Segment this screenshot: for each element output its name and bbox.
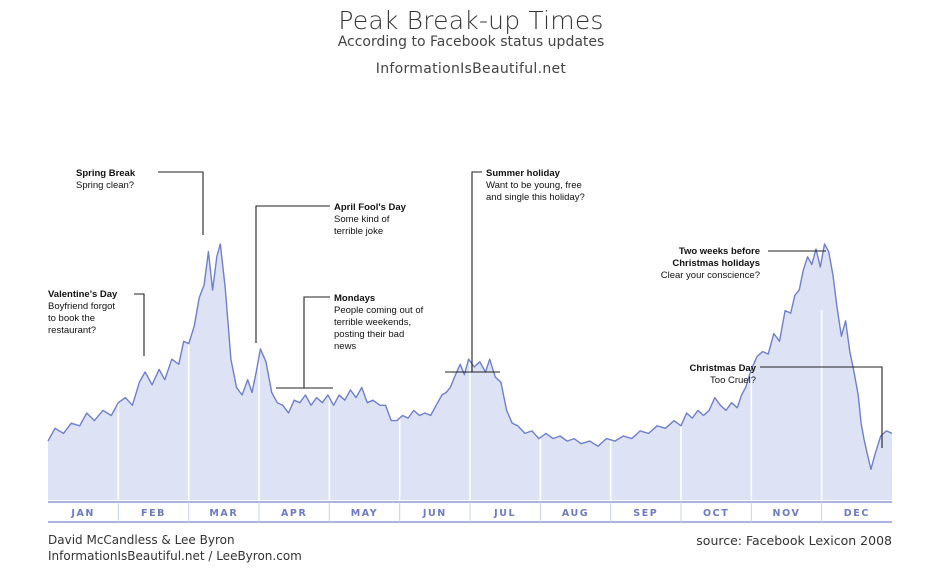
annotation-leader-valentines — [134, 293, 145, 356]
annotation-text-mondays: posting their bad — [334, 329, 404, 340]
annotation-title-two-weeks: Two weeks before — [679, 246, 760, 257]
annotation-leader-mondays — [303, 296, 330, 388]
x-tick-label-oct: OCT — [703, 508, 729, 519]
x-tick-label-aug: AUG — [562, 508, 589, 519]
annotation-text-spring-break: Spring clean? — [76, 180, 134, 191]
annotation-leader-christmas — [760, 366, 883, 448]
annotation-text-summer-holiday: and single this holiday? — [486, 192, 585, 203]
x-tick-label-dec: DEC — [844, 508, 870, 519]
x-tick-label-jan: JAN — [70, 508, 95, 519]
annotation-text-christmas: Too Cruel? — [710, 375, 756, 386]
x-tick-label-jul: JUL — [493, 508, 516, 519]
annotation-leader-april-fools — [255, 205, 330, 343]
annotation-text-valentines: Boyfriend forgot — [48, 301, 115, 312]
chart-subtitle: According to Facebook status updates — [337, 34, 605, 50]
annotation-leader-summer-holiday — [471, 171, 482, 372]
annotation-text-mondays: terrible weekends, — [334, 317, 411, 328]
annotation-title-summer-holiday: Summer holiday — [486, 168, 561, 179]
x-tick-label-nov: NOV — [773, 508, 801, 519]
annotation-text-two-weeks: Clear your conscience? — [661, 270, 760, 281]
x-tick-label-may: MAY — [351, 508, 379, 519]
annotation-title-april-fools: April Fool's Day — [334, 202, 407, 213]
annotation-text-summer-holiday: Want to be young, free — [486, 180, 582, 191]
annotation-leader-spring-break — [158, 171, 204, 235]
annotation-text-april-fools: Some kind of — [334, 214, 390, 225]
x-tick-label-sep: SEP — [633, 508, 658, 519]
x-tick-label-apr: APR — [281, 508, 307, 519]
credit-sites: InformationIsBeautiful.net / LeeByron.co… — [48, 549, 302, 563]
annotation-title-spring-break: Spring Break — [76, 168, 136, 179]
annotation-title-mondays: Mondays — [334, 293, 375, 304]
annotation-text-mondays: People coming out of — [334, 305, 424, 316]
x-tick-label-mar: MAR — [209, 508, 238, 519]
source-note: source: Facebook Lexicon 2008 — [696, 533, 892, 548]
annotation-title-valentines: Valentine's Day — [48, 289, 118, 300]
annotation-text-mondays: news — [334, 341, 356, 352]
chart-title: Peak Break-up Times — [338, 6, 604, 35]
series-line — [47, 243, 893, 470]
annotation-text-valentines: to book the — [48, 313, 95, 324]
annotation-title-christmas: Christmas Day — [689, 363, 756, 374]
annotation-text-april-fools: terrible joke — [334, 226, 383, 237]
x-tick-label-jun: JUN — [422, 508, 447, 519]
credit-authors: David McCandless & Lee Byron — [48, 533, 235, 547]
x-tick-label-feb: FEB — [141, 508, 166, 519]
site-name: InformationIsBeautiful.net — [375, 61, 567, 77]
annotation-text-valentines: restaurant? — [48, 325, 96, 336]
annotation-title2-two-weeks: Christmas holidays — [672, 258, 760, 269]
